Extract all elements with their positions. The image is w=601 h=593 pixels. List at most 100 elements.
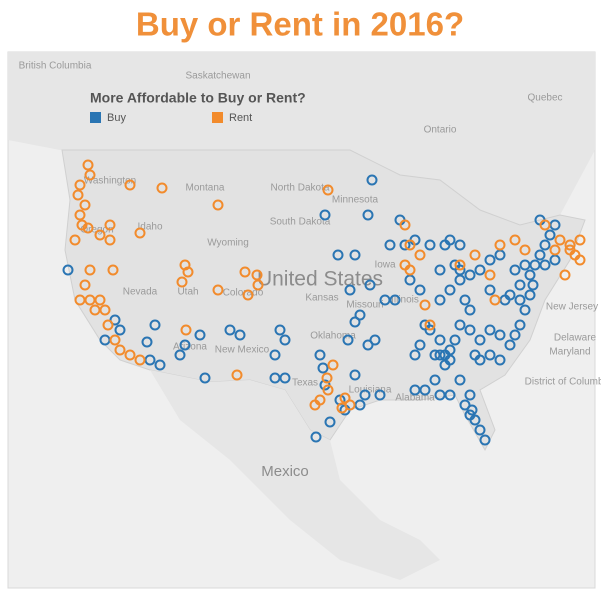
map-label: Iowa: [374, 260, 396, 271]
buy-marker: [439, 359, 451, 371]
map-label: Utah: [177, 287, 198, 298]
buy-marker: [444, 284, 456, 296]
buy-marker: [424, 239, 436, 251]
buy-marker: [519, 259, 531, 271]
buy-marker: [464, 409, 476, 421]
buy-marker: [464, 389, 476, 401]
buy-marker: [539, 239, 551, 251]
buy-marker: [364, 279, 376, 291]
buy-marker: [474, 354, 486, 366]
rent-marker: [574, 254, 586, 266]
buy-marker: [274, 324, 286, 336]
buy-marker: [514, 294, 526, 306]
map-label: Arizona: [173, 342, 207, 353]
buy-marker: [449, 334, 461, 346]
buy-marker: [224, 324, 236, 336]
buy-marker: [362, 339, 374, 351]
buy-marker: [399, 239, 411, 251]
buy-marker: [484, 254, 496, 266]
rent-marker: [399, 219, 411, 231]
buy-marker: [514, 319, 526, 331]
rent-marker: [156, 182, 168, 194]
rent-marker: [252, 279, 264, 291]
rent-marker: [109, 334, 121, 346]
rent-marker: [484, 269, 496, 281]
buy-marker: [349, 249, 361, 261]
buy-marker: [114, 324, 126, 336]
buy-marker: [154, 359, 166, 371]
buy-marker: [454, 374, 466, 386]
buy-marker: [389, 294, 401, 306]
rent-marker: [94, 229, 106, 241]
rent-marker: [74, 179, 86, 191]
buy-marker: [509, 264, 521, 276]
rent-marker: [182, 266, 194, 278]
buy-marker: [519, 304, 531, 316]
buy-marker: [464, 324, 476, 336]
rent-marker: [74, 209, 86, 221]
buy-marker: [384, 239, 396, 251]
buy-marker: [514, 279, 526, 291]
buy-marker: [539, 259, 551, 271]
buy-marker: [369, 334, 381, 346]
rent-marker: [102, 319, 114, 331]
rent-marker: [327, 359, 339, 371]
buy-marker: [109, 314, 121, 326]
buy-marker: [354, 309, 366, 321]
buy-marker: [474, 424, 486, 436]
buy-marker: [141, 336, 153, 348]
buy-marker: [194, 329, 206, 341]
rent-marker: [321, 372, 333, 384]
rent-marker: [339, 392, 351, 404]
rent-marker: [549, 244, 561, 256]
buy-marker: [62, 264, 74, 276]
rent-marker: [104, 234, 116, 246]
buy-marker: [414, 284, 426, 296]
buy-marker: [464, 269, 476, 281]
buy-marker: [534, 249, 546, 261]
buy-marker: [424, 324, 436, 336]
buy-marker: [454, 264, 466, 276]
legend-swatch: [90, 112, 101, 123]
map-label: Minnesota: [332, 195, 379, 206]
rent-marker: [239, 266, 251, 278]
buy-marker: [149, 319, 161, 331]
buy-marker: [544, 229, 556, 241]
rent-marker: [454, 259, 466, 271]
buy-marker: [504, 339, 516, 351]
map-label: South Dakota: [270, 217, 331, 228]
rent-marker: [107, 264, 119, 276]
rent-marker: [419, 299, 431, 311]
map-label: United States: [257, 268, 383, 291]
buy-marker: [509, 329, 521, 341]
map-label: North Dakota: [271, 183, 330, 194]
rent-marker: [124, 179, 136, 191]
rent-marker: [489, 294, 501, 306]
buy-marker: [409, 349, 421, 361]
map-label: Saskatchewan: [185, 71, 250, 82]
rent-marker: [231, 369, 243, 381]
map-label: Oklahoma: [310, 331, 356, 342]
rent-marker: [72, 189, 84, 201]
map-label: New Mexico: [215, 345, 270, 356]
buy-marker: [332, 249, 344, 261]
map-label: Mexico: [261, 463, 309, 480]
map-label: Washington: [84, 176, 136, 187]
rent-marker: [322, 384, 334, 396]
buy-marker: [310, 431, 322, 443]
buy-marker: [484, 324, 496, 336]
legend-label: Rent: [229, 112, 252, 124]
buy-marker: [174, 349, 186, 361]
rent-marker: [509, 234, 521, 246]
buy-marker: [464, 304, 476, 316]
buy-marker: [504, 289, 516, 301]
rent-marker: [519, 244, 531, 256]
legend: Buy Rent: [90, 112, 252, 124]
rent-marker: [494, 239, 506, 251]
buy-marker: [344, 284, 356, 296]
buy-marker: [269, 349, 281, 361]
rent-marker: [76, 219, 88, 231]
buy-marker: [434, 264, 446, 276]
buy-marker: [494, 354, 506, 366]
rent-marker: [469, 249, 481, 261]
